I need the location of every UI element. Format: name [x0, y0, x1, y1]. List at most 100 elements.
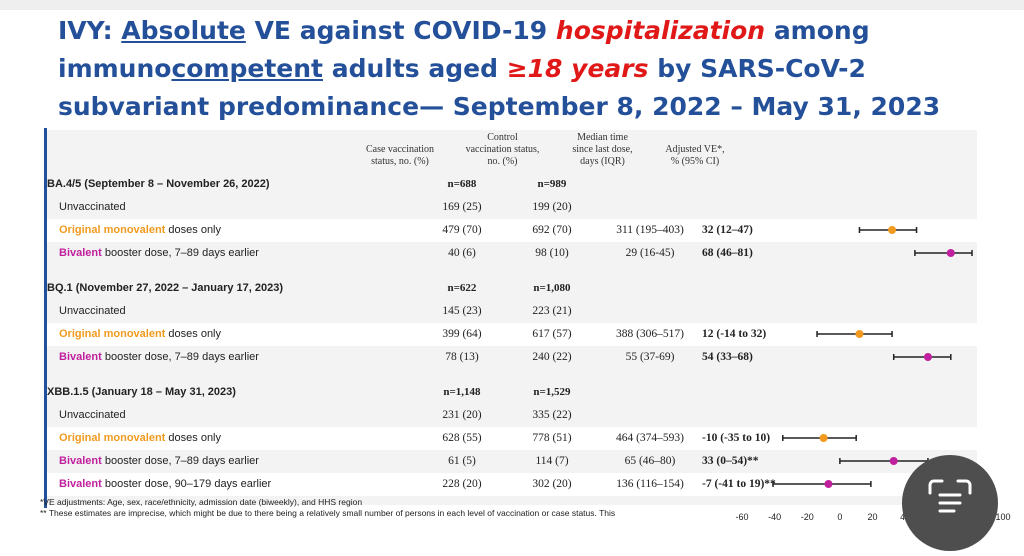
ve-value: 33 (0–54)**: [702, 455, 759, 467]
case-value: 399 (64): [442, 328, 482, 340]
control-value: 617 (57): [532, 328, 572, 340]
row-label: Bivalent booster dose, 7–89 days earlier: [59, 247, 259, 259]
row-label: Original monovalent doses only: [59, 328, 221, 340]
ve-value: 54 (33–68): [702, 351, 753, 363]
row-label: Bivalent booster dose, 90–179 days earli…: [59, 478, 271, 490]
scan-icon: [928, 479, 972, 513]
row-label-rest: Unvaccinated: [59, 305, 126, 317]
title-part: VE against COVID-19: [245, 16, 556, 45]
forest-plot: -60-40-2002040100: [735, 226, 1011, 522]
row-label-rest: doses only: [165, 224, 222, 236]
header-line: days (IQR): [580, 156, 625, 167]
group-label: BQ.1 (November 27, 2022 – January 17, 20…: [47, 282, 284, 294]
row-label: Unvaccinated: [59, 201, 126, 213]
group-label: XBB.1.5 (January 18 – May 31, 2023): [47, 386, 236, 398]
control-value: 114 (7): [535, 455, 569, 467]
control-value: 240 (22): [532, 351, 572, 363]
median-value: 388 (306–517): [615, 328, 685, 340]
table-row: Bivalent booster dose, 7–89 days earlier…: [47, 346, 977, 369]
header-line: % (95% CI): [670, 156, 720, 167]
median-value: 311 (195–403): [616, 224, 684, 236]
group-n-case: n=1,148: [443, 386, 481, 398]
group-header-row: BQ.1 (November 27, 2022 – January 17, 20…: [47, 277, 977, 300]
group-header-row: XBB.1.5 (January 18 – May 31, 2023) n=1,1…: [47, 381, 977, 404]
row-label-rest: doses only: [165, 432, 222, 444]
table-row: Original monovalent doses only 399 (64) 61…: [47, 323, 977, 346]
group-n-control: n=989: [537, 178, 567, 190]
row-label-lead: Bivalent: [59, 455, 102, 467]
control-value: 692 (70): [532, 224, 572, 236]
row-label-lead: Bivalent: [59, 351, 102, 363]
table-row: Unvaccinated 145 (23) 223 (21): [47, 300, 977, 323]
median-value: 464 (374–593): [615, 432, 685, 444]
group-label: BA.4/5 (September 8 – November 26, 2022): [47, 178, 270, 190]
row-label-rest: booster dose, 7–89 days earlier: [101, 455, 259, 467]
scan-button[interactable]: [902, 455, 998, 551]
case-value: 78 (13): [445, 351, 479, 363]
ve-point: [824, 480, 833, 488]
ve-point: [819, 434, 828, 442]
ve-value: 68 (46–81): [702, 247, 753, 259]
top-bar: [0, 0, 1024, 10]
row-label: Bivalent booster dose, 7–89 days earlier: [59, 455, 259, 467]
footnote-1: *VE adjustments: Age, sex, race/ethnicit…: [40, 497, 363, 507]
row-label-lead: Bivalent: [59, 247, 102, 259]
table-row: Unvaccinated 231 (20) 335 (22): [47, 404, 977, 427]
row-label-rest: Unvaccinated: [59, 201, 126, 213]
header-line: no. (%): [487, 156, 518, 167]
header-control: Control vaccination status, no. (%): [445, 132, 560, 168]
header-line: Adjusted VE*,: [665, 144, 725, 155]
header-ve: Adjusted VE*, % (95% CI): [640, 144, 750, 168]
title-part: Absolute: [121, 16, 246, 45]
table-row: Original monovalent doses only 479 (70) 69…: [47, 219, 977, 242]
table-row: Original monovalent doses only 628 (55) 77…: [47, 427, 977, 450]
row-label: Unvaccinated: [59, 305, 126, 317]
ve-point: [946, 249, 955, 257]
ve-point: [888, 226, 897, 234]
title-part: hospitalization: [555, 16, 766, 45]
row-label-rest: booster dose, 90–179 days earlier: [101, 478, 272, 490]
control-value: 199 (20): [532, 201, 572, 213]
x-tick-label: 100: [995, 512, 1010, 522]
title-part: among: [765, 16, 870, 45]
case-value: 40 (6): [448, 247, 476, 259]
control-value: 223 (21): [532, 305, 572, 317]
case-value: 145 (23): [442, 305, 482, 317]
ve-value: -7 (-41 to 19)**: [702, 478, 776, 490]
row-label-lead: Bivalent: [59, 478, 102, 490]
ve-point: [889, 457, 898, 465]
header-line: vaccination status,: [465, 144, 540, 155]
slide-title: IVY: Absolute VE against COVID-19 hospit…: [58, 12, 1008, 126]
x-tick-label: -40: [768, 512, 781, 522]
header-line: Control: [487, 132, 518, 143]
median-value: 136 (116–154): [616, 478, 684, 490]
ve-point: [923, 353, 932, 361]
ve-value: -10 (-35 to 10): [702, 432, 771, 444]
row-label: Unvaccinated: [59, 409, 126, 421]
table-row: Bivalent booster dose, 90–179 days earli…: [47, 473, 977, 496]
table-row: Bivalent booster dose, 7–89 days earlier…: [47, 450, 977, 473]
table-row: Bivalent booster dose, 7–89 days earlier…: [47, 242, 977, 265]
ve-value: 32 (12–47): [702, 224, 753, 236]
group-n-case: n=688: [447, 178, 477, 190]
row-label-rest: doses only: [165, 328, 222, 340]
footnote-2: ** These estimates are imprecise, which …: [40, 508, 616, 518]
median-value: 29 (16-45): [625, 247, 675, 259]
ve-point: [855, 330, 864, 338]
header-line: status, no. (%): [371, 156, 429, 167]
case-value: 231 (20): [442, 409, 482, 421]
title-part: immuno: [58, 54, 172, 83]
median-value: 55 (37-69): [625, 351, 675, 363]
group-n-control: n=1,529: [533, 386, 571, 398]
x-tick-label: -60: [735, 512, 748, 522]
control-value: 302 (20): [532, 478, 572, 490]
case-value: 169 (25): [442, 201, 482, 213]
header-line: Case vaccination: [365, 144, 435, 155]
left-accent-rule: [44, 128, 47, 508]
group-n-control: n=1,080: [533, 282, 571, 294]
header-case: Case vaccination status, no. (%): [340, 144, 460, 168]
header-line: Median time: [577, 132, 628, 143]
title-part: competent: [171, 54, 324, 83]
title-part: IVY:: [58, 16, 122, 45]
row-label-rest: Unvaccinated: [59, 409, 126, 421]
